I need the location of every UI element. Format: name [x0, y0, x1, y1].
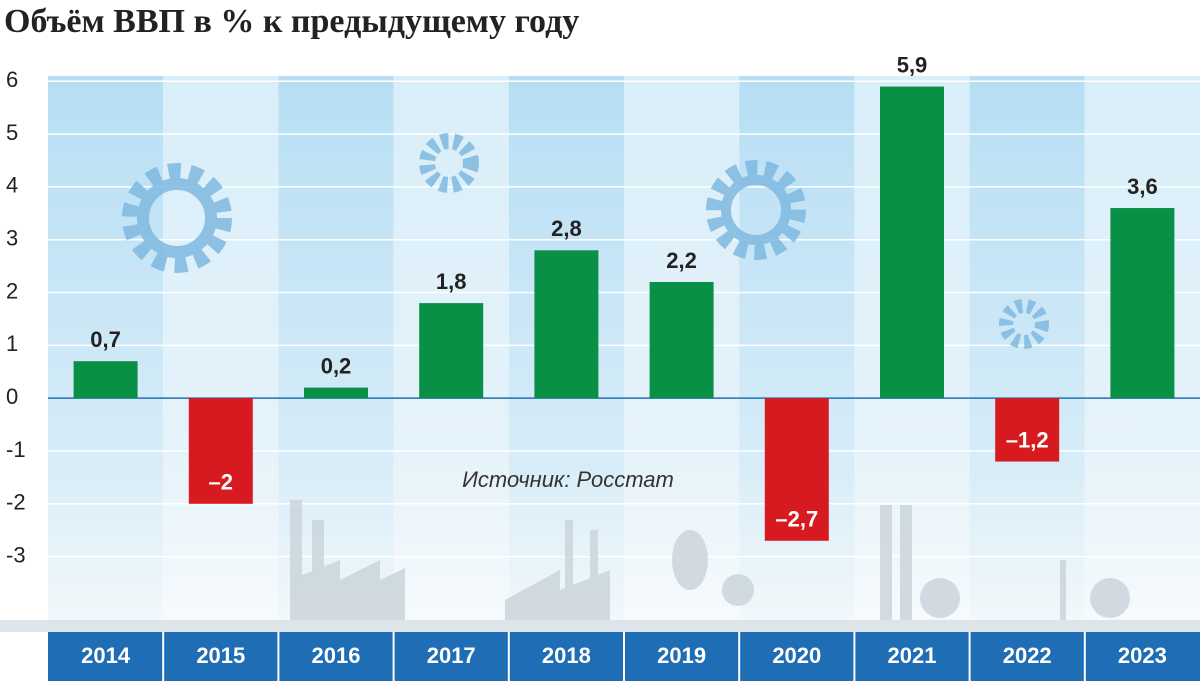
y-tick-label: -2	[6, 490, 26, 515]
ground-strip	[0, 620, 1200, 632]
bar	[1110, 208, 1175, 399]
x-tick-label: 2021	[888, 643, 937, 668]
value-label: 0,7	[90, 327, 121, 352]
bar	[304, 387, 368, 399]
x-tick-label: 2022	[1003, 643, 1052, 668]
x-tick-label: 2019	[657, 643, 706, 668]
value-label: 5,9	[897, 52, 928, 77]
y-tick-label: 6	[6, 67, 18, 92]
y-tick-label: 0	[6, 384, 18, 409]
value-label: 2,8	[551, 216, 582, 241]
value-label: 1,8	[436, 269, 467, 294]
column-band	[163, 76, 279, 620]
bar	[73, 361, 138, 399]
industry-silhouettes	[290, 500, 1130, 620]
y-tick-label: -1	[6, 437, 26, 462]
x-tick-label: 2020	[772, 643, 821, 668]
column-band	[48, 76, 164, 620]
value-label: –2,7	[775, 507, 818, 532]
x-tick-label: 2017	[427, 643, 476, 668]
x-tick-label: 2015	[196, 643, 245, 668]
y-tick-label: 2	[6, 278, 18, 303]
y-tick-label: 4	[6, 173, 18, 198]
bar	[534, 250, 599, 399]
y-tick-label: 1	[6, 331, 18, 356]
value-label: –1,2	[1006, 427, 1049, 452]
bar	[880, 86, 944, 399]
bar	[419, 303, 484, 399]
bar	[764, 398, 829, 541]
decor	[122, 133, 1049, 349]
x-tick-label: 2018	[542, 643, 591, 668]
x-tick-label: 2016	[312, 643, 361, 668]
chart-title: Объём ВВП в % к предыдущему году	[4, 3, 579, 40]
x-tick-label: 2014	[81, 643, 131, 668]
bar	[995, 398, 1060, 462]
y-tick-label: 3	[6, 226, 18, 251]
source-note: Источник: Росстат	[462, 467, 674, 492]
bar	[188, 398, 253, 504]
value-label: 3,6	[1127, 174, 1158, 199]
x-tick-label: 2023	[1118, 643, 1167, 668]
value-label: 0,2	[321, 353, 352, 378]
y-tick-label: -3	[6, 542, 26, 567]
value-label: 2,2	[666, 248, 697, 273]
y-tick-label: 5	[6, 120, 18, 145]
value-label: –2	[209, 470, 233, 495]
bar	[649, 281, 714, 399]
